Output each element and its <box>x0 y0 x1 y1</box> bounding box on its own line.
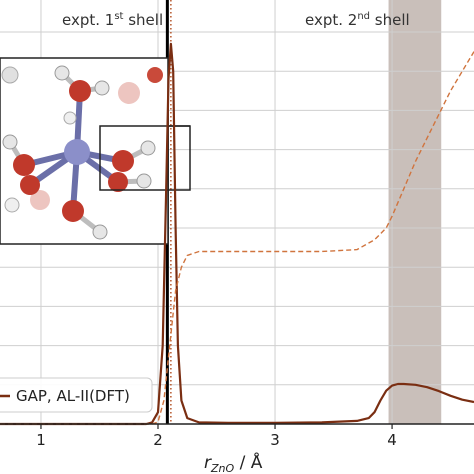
legend: GAP, AL-II(DFT) <box>0 377 153 413</box>
series-line-coordination <box>0 51 474 425</box>
second-shell-band <box>388 0 442 424</box>
x-tick-label-3: 4 <box>387 431 397 449</box>
inset-molecule-image <box>0 57 191 245</box>
annotation-first-shell: expt. 1st shell <box>62 11 163 29</box>
annotation-second-shell: expt. 2nd shell <box>305 11 410 29</box>
x-tick-label-1: 2 <box>153 431 163 449</box>
x-axis-label: rZnO / Å <box>204 451 263 474</box>
x-tick-label-2: 3 <box>270 431 280 449</box>
legend-label: GAP, AL-II(DFT) <box>16 387 130 405</box>
series-line-rdf <box>0 42 474 426</box>
x-tick-label-0: 1 <box>36 431 46 449</box>
